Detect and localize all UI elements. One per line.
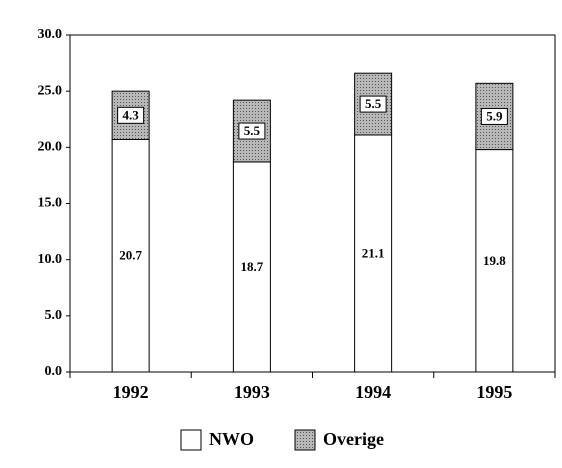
y-tick-label: 30.0	[38, 27, 63, 42]
y-tick-label: 5.0	[45, 308, 63, 323]
data-label: 5.5	[365, 96, 382, 111]
y-tick-label: 25.0	[38, 83, 63, 98]
data-label: 5.9	[486, 108, 503, 123]
x-tick-label: 1994	[355, 382, 391, 402]
data-label: 18.7	[241, 259, 264, 274]
label-box	[117, 106, 145, 124]
bar-segment	[354, 134, 393, 373]
data-label: 4.3	[123, 107, 140, 122]
data-label: 5.5	[244, 123, 261, 138]
legend-swatch	[294, 429, 316, 451]
legend-label: NWO	[209, 429, 254, 449]
y-tick-label: 15.0	[38, 196, 63, 211]
bar-segment	[475, 149, 514, 373]
label-box	[480, 107, 508, 125]
x-tick-label: 1993	[234, 382, 270, 402]
y-tick-label: 10.0	[38, 252, 63, 267]
x-tick-label: 1995	[476, 382, 512, 402]
legend-label: Overige	[323, 429, 384, 449]
data-label: 19.8	[483, 253, 506, 268]
legend-swatch	[180, 429, 202, 451]
label-box	[359, 95, 387, 113]
y-tick-label: 0.0	[45, 364, 63, 379]
data-label: 20.7	[119, 248, 142, 263]
label-box	[238, 122, 266, 140]
bar-segment	[111, 138, 150, 373]
x-tick-label: 1992	[113, 382, 149, 402]
y-tick-label: 20.0	[38, 140, 63, 155]
data-label: 21.1	[362, 245, 385, 260]
